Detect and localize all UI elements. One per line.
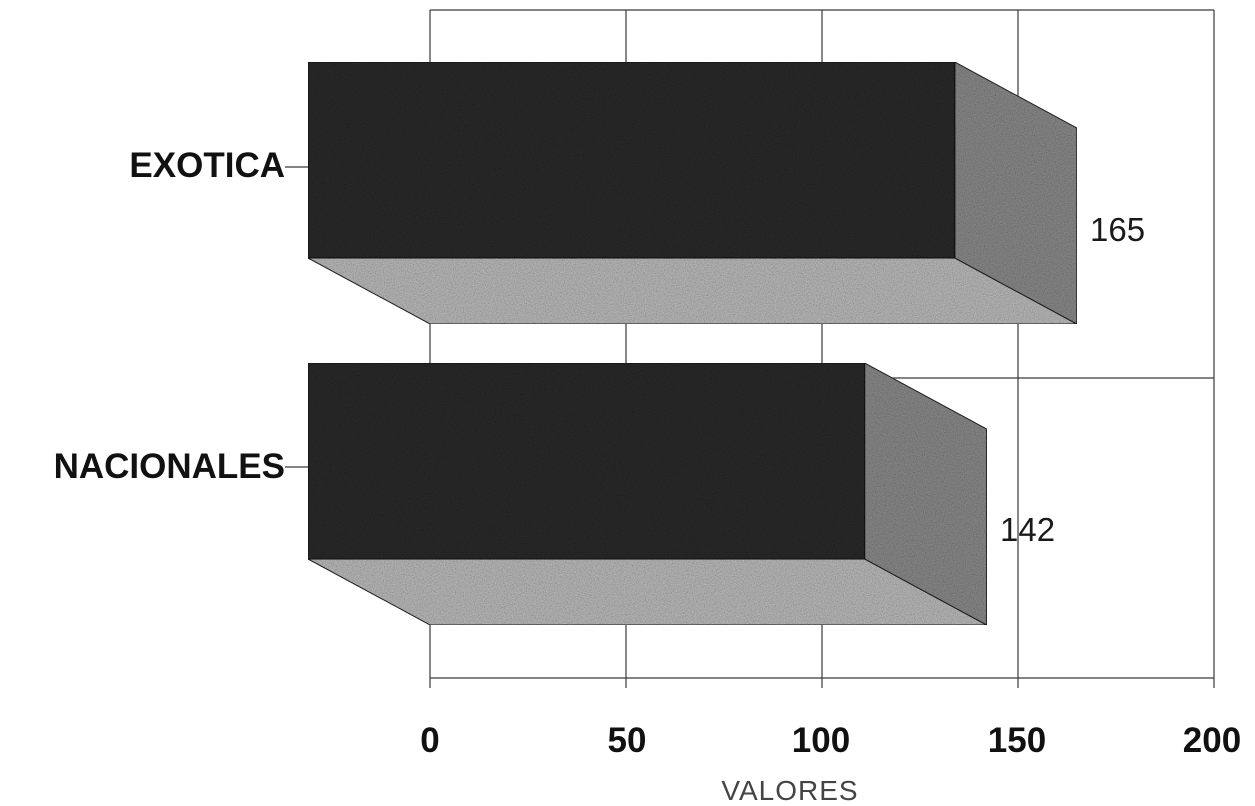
category-label-exotica: EXOTICA (129, 146, 285, 185)
x-tick-label-200: 200 (1183, 721, 1241, 760)
bar-exotica (307, 61, 1078, 325)
bar-nacionales-front-face (307, 362, 866, 560)
data-label-exotica: 165 (1090, 211, 1145, 248)
data-label-nacionales: 142 (1000, 511, 1055, 548)
category-label-nacionales: NACIONALES (54, 447, 285, 486)
x-tick-label-0: 0 (420, 721, 439, 760)
bar-exotica-front-face (307, 61, 956, 259)
bar-exotica-bottom-face (307, 257, 1078, 325)
x-tick-label-50: 50 (608, 721, 647, 760)
x-axis-title: VALORES (721, 775, 858, 806)
bars (307, 61, 1078, 626)
x-tick-label-100: 100 (792, 721, 850, 760)
x-tick-label-150: 150 (988, 721, 1046, 760)
bar-nacionales (307, 362, 988, 626)
